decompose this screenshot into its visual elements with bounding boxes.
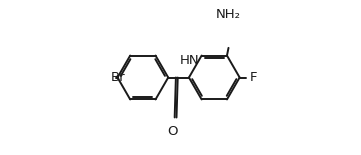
Text: Br: Br (110, 71, 125, 84)
Text: F: F (249, 71, 257, 84)
Text: NH₂: NH₂ (216, 8, 241, 21)
Text: HN: HN (180, 54, 200, 67)
Text: O: O (168, 125, 178, 138)
